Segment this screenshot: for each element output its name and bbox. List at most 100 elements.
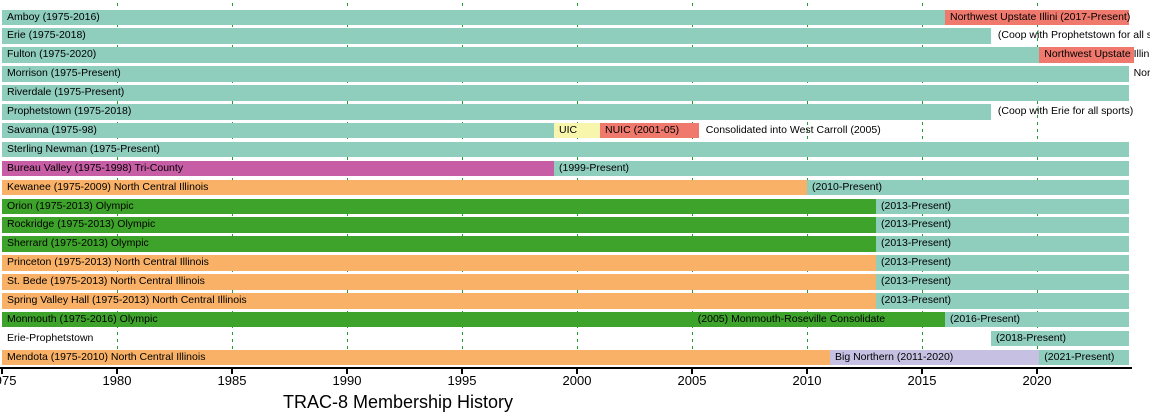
membership-bar-bureau-valley-teal — [554, 160, 1129, 177]
membership-bar-savanna-teal — [2, 122, 554, 139]
timeline-row-kewanee: Kewanee (1975-2009) North Central Illino… — [0, 179, 1150, 196]
bar-label: (2013-Present) — [881, 237, 952, 250]
bar-label: NUIC (2001-05) — [605, 123, 680, 136]
bar-label: Kewanee (1975-2009) North Central Illino… — [7, 180, 209, 193]
axis-tick-2000 — [576, 369, 578, 374]
timeline-row-amboy: Amboy (1975-2016) Northwest Upstate Illin… — [0, 9, 1150, 25]
axis-tick-label-1990: 1990 — [332, 373, 362, 388]
membership-bar-spring-valley-hall-orange — [2, 293, 876, 309]
axis-tick-label-1980: 1980 — [102, 373, 132, 388]
bar-label: Princeton (1975-2013) North Central Illi… — [7, 256, 209, 269]
x-axis-line — [0, 367, 1132, 369]
membership-bar-st-bede-teal — [876, 274, 1129, 290]
bar-label: Orion (1975-2013) Olympic — [7, 199, 134, 212]
bar-label: Sterling Newman (1975-Present) — [7, 142, 160, 155]
membership-bar-sherrard-teal — [876, 236, 1129, 252]
membership-bar-kewanee-orange — [2, 179, 807, 196]
axis-tick-2020 — [1036, 369, 1038, 374]
bar-label: Erie-Prophetstown — [7, 331, 94, 344]
membership-bar-monmouth-green — [2, 311, 945, 328]
bar-label: Fulton (1975-2020) — [7, 48, 97, 61]
membership-bar-morrison-teal — [2, 66, 1129, 82]
bar-label: St. Bede (1975-2013) North Central Illin… — [7, 275, 205, 288]
bar-label: (2013-Present) — [881, 218, 952, 231]
axis-tick-label-1995: 1995 — [447, 373, 477, 388]
row-annotation: (2005) Monmouth-Roseville Consolidate — [697, 312, 886, 325]
membership-bar-sherrard-green — [2, 236, 876, 252]
membership-bar-spring-valley-hall-teal — [876, 293, 1129, 309]
axis-tick-1995 — [461, 369, 463, 374]
timeline-row-sterling-newman: Sterling Newman (1975-Present) — [0, 141, 1150, 158]
bar-label: Big Northern (2011-2020) — [835, 350, 954, 363]
bar-label: (2018-Present) — [996, 331, 1067, 344]
membership-bar-erie-prophetstown-teal — [991, 330, 1129, 347]
axis-tick-1990 — [346, 369, 348, 374]
membership-bar-savanna-yellow — [554, 122, 600, 139]
membership-bar-orion-teal — [876, 198, 1129, 214]
bar-label: Morrison (1975-Present) — [7, 67, 121, 80]
bar-label: Mendota (1975-2010) North Central Illino… — [7, 350, 206, 363]
bar-label: Prophetstown (1975-2018) — [7, 105, 132, 117]
row-annotation: (Coop with Prophetstown for all sp — [997, 29, 1150, 42]
membership-bar-erie-teal — [2, 28, 991, 44]
timeline-row-bureau-valley: Bureau Valley (1975-1998) Tri-County (199… — [0, 160, 1150, 177]
axis-tick-label-1975: 1975 — [0, 373, 17, 388]
bar-label: Riverdale (1975-Present) — [7, 86, 125, 99]
timeline-row-monmouth: Monmouth (1975-2016) Olympic (2016-Presen… — [0, 311, 1150, 328]
timeline-row-spring-valley-hall: Spring Valley Hall (1975-2013) North Cen… — [0, 293, 1150, 309]
row-annotation: Nor — [1133, 67, 1150, 80]
membership-bar-rockridge-green — [2, 217, 876, 233]
bar-label: Amboy (1975-2016) — [7, 10, 100, 23]
timeline-row-rockridge: Rockridge (1975-2013) Olympic (2013-Prese… — [0, 217, 1150, 233]
bar-label: Sherrard (1975-2013) Olympic — [7, 237, 149, 250]
membership-bar-riverdale-teal — [2, 85, 1129, 101]
membership-bar-savanna-red — [600, 122, 699, 139]
timeline-row-erie: Erie (1975-2018) (Coop with Prophetstown … — [0, 28, 1150, 44]
bar-label: Monmouth (1975-2016) Olympic — [7, 312, 158, 325]
axis-tick-label-2015: 2015 — [907, 373, 937, 388]
bar-label: (1999-Present) — [559, 161, 630, 174]
axis-tick-1975 — [1, 369, 3, 374]
bar-label: UIC — [559, 123, 578, 136]
membership-bar-orion-green — [2, 198, 876, 214]
membership-bar-rockridge-teal — [876, 217, 1129, 233]
bar-label: Northwest Upstate Illini (2017-Present) — [950, 10, 1131, 23]
bar-label: (2010-Present) — [812, 180, 883, 193]
axis-tick-2015 — [921, 369, 923, 374]
bar-label: (2013-Present) — [881, 199, 952, 212]
membership-bar-st-bede-orange — [2, 274, 876, 290]
membership-bar-princeton-teal — [876, 255, 1129, 271]
membership-bar-bureau-valley-magenta — [2, 160, 554, 177]
timeline-row-fulton: Fulton (1975-2020) Northwest Upstate Illi… — [0, 47, 1150, 63]
row-annotation: (Coop with Erie for all sports) — [997, 105, 1134, 117]
timeline-row-erie-prophetstown: Erie-Prophetstown (2018-Present) — [0, 330, 1150, 347]
membership-bar-amboy-red — [945, 9, 1129, 25]
bar-label: Erie (1975-2018) — [7, 29, 86, 42]
timeline-row-princeton: Princeton (1975-2013) North Central Illi… — [0, 255, 1150, 271]
timeline-row-morrison: Morrison (1975-Present) Nor — [0, 66, 1150, 82]
membership-bar-mendota-teal — [1039, 349, 1129, 366]
axis-tick-2005 — [691, 369, 693, 374]
bar-label: Bureau Valley (1975-1998) Tri-County — [7, 161, 184, 174]
timeline-row-savanna: Savanna (1975-98) UIC NUIC (2001-05) Consol… — [0, 122, 1150, 139]
axis-tick-label-2010: 2010 — [792, 373, 822, 388]
bar-label: (2021-Present) — [1044, 350, 1115, 363]
membership-bar-princeton-orange — [2, 255, 876, 271]
timeline-row-sherrard: Sherrard (1975-2013) Olympic (2013-Presen… — [0, 236, 1150, 252]
membership-bar-sterling-newman-teal — [2, 141, 1129, 158]
bar-label: (2013-Present) — [881, 294, 952, 306]
axis-tick-1980 — [116, 369, 118, 374]
timeline-row-orion: Orion (1975-2013) Olympic (2013-Present) — [0, 198, 1150, 214]
bar-label: Rockridge (1975-2013) Olympic — [7, 218, 156, 231]
membership-bar-monmouth-teal — [945, 311, 1129, 328]
membership-bar-kewanee-teal — [807, 179, 1129, 196]
bar-label: (2013-Present) — [881, 275, 952, 288]
axis-tick-label-1985: 1985 — [217, 373, 247, 388]
row-annotation: Consolidated into West Carroll (2005) — [705, 123, 881, 136]
axis-tick-label-2005: 2005 — [677, 373, 707, 388]
membership-bar-mendota-orange — [2, 349, 830, 366]
timeline-row-mendota: Mendota (1975-2010) North Central Illino… — [0, 349, 1150, 366]
bar-label: Savanna (1975-98) — [7, 123, 97, 136]
